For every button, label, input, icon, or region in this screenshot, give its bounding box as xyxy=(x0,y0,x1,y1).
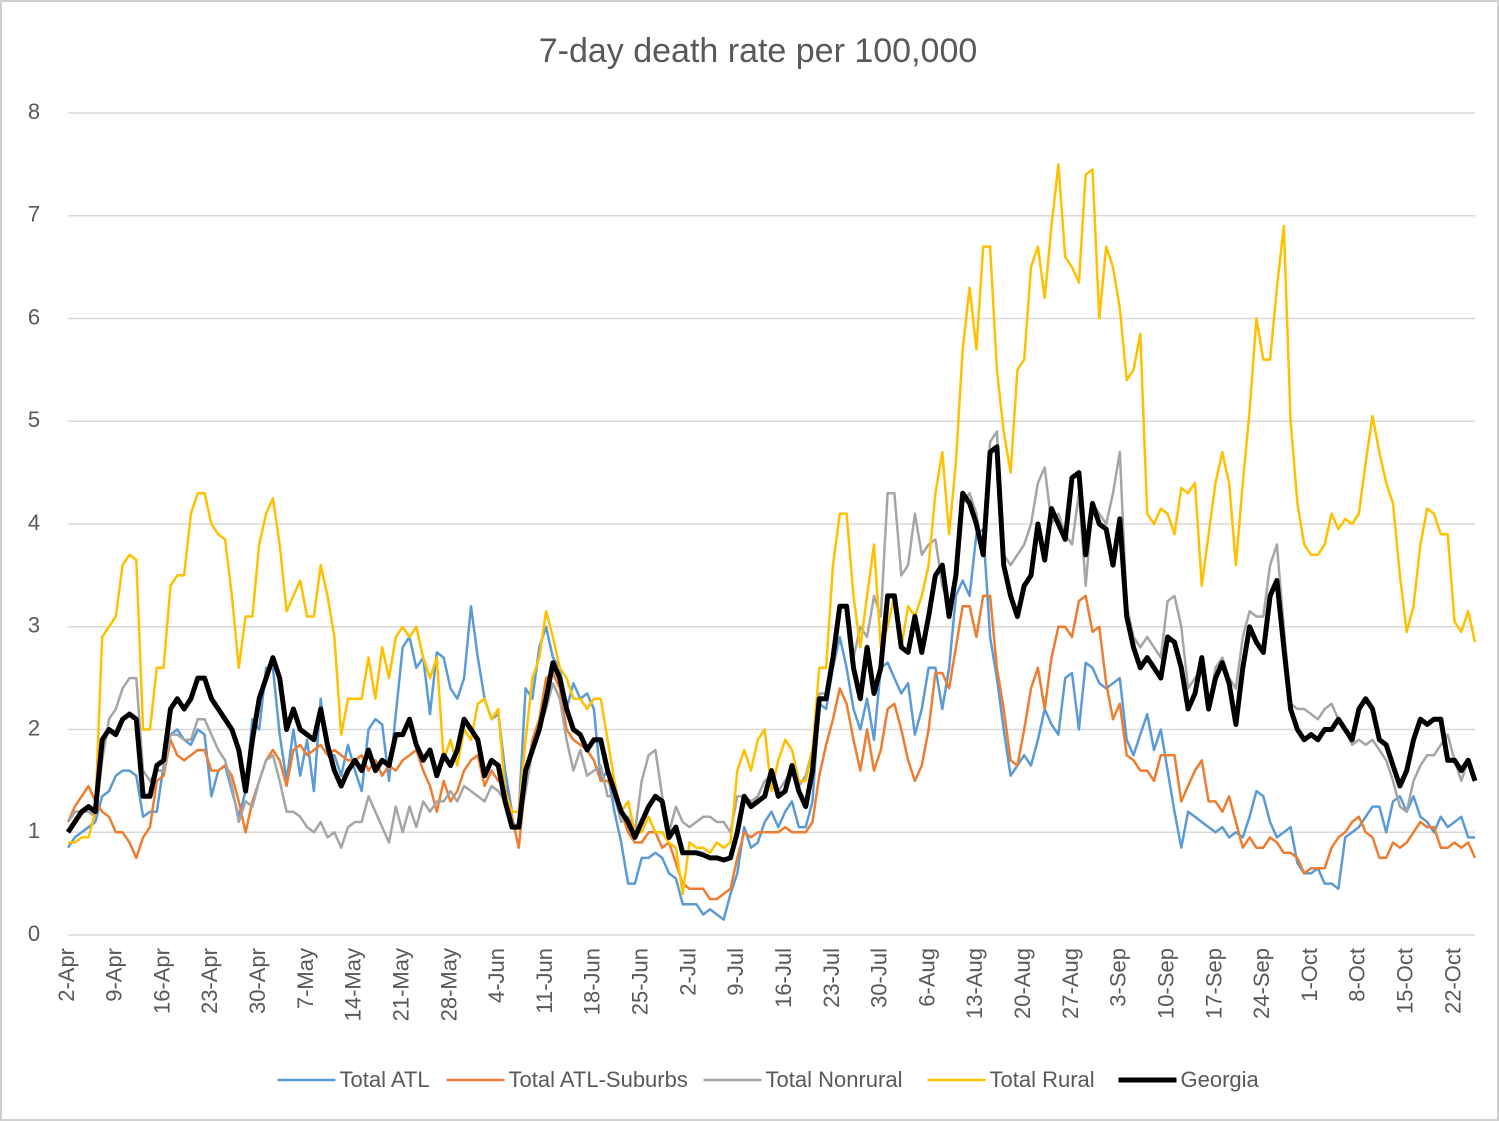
legend-label: Total ATL xyxy=(340,1067,430,1092)
x-tick-label: 23-Apr xyxy=(197,948,222,1014)
x-tick-label: 9-Jul xyxy=(723,948,748,996)
y-tick-label: 4 xyxy=(28,510,40,535)
x-tick-label: 27-Aug xyxy=(1058,948,1083,1019)
legend-label: Total Rural xyxy=(990,1067,1095,1092)
x-tick-label: 18-Jun xyxy=(580,948,605,1015)
series-line xyxy=(68,163,1477,896)
x-tick-label: 15-Oct xyxy=(1393,948,1418,1014)
x-tick-label: 10-Sep xyxy=(1153,948,1178,1019)
x-tick-label: 16-Jul xyxy=(771,948,796,1008)
x-tick-label: 20-Aug xyxy=(1010,948,1035,1019)
y-tick-label: 3 xyxy=(28,613,40,638)
legend-label: Total Nonrural xyxy=(766,1067,903,1092)
x-tick-label: 4-Jun xyxy=(484,948,509,1003)
series-line xyxy=(65,444,1478,863)
chart-title: 7-day death rate per 100,000 xyxy=(539,32,978,70)
x-tick-label: 22-Oct xyxy=(1440,948,1465,1014)
x-tick-label: 9-Apr xyxy=(102,948,127,1002)
y-tick-label: 7 xyxy=(28,202,40,227)
x-tick-label: 6-Aug xyxy=(914,948,939,1007)
y-tick-label: 5 xyxy=(28,407,40,432)
series-line xyxy=(66,594,1477,901)
y-tick-label: 2 xyxy=(28,715,40,740)
x-tick-label: 23-Jul xyxy=(819,948,844,1008)
x-tick-label: 1-Oct xyxy=(1297,948,1322,1002)
x-tick-label: 7-May xyxy=(293,948,318,1009)
x-tick-label: 24-Sep xyxy=(1249,948,1274,1019)
x-tick-label: 13-Aug xyxy=(962,948,987,1019)
y-tick-label: 1 xyxy=(28,818,40,843)
x-tick-label: 28-May xyxy=(436,948,461,1021)
x-tick-label: 16-Apr xyxy=(149,948,174,1014)
legend-label: Georgia xyxy=(1181,1067,1260,1092)
x-tick-label: 21-May xyxy=(388,948,413,1021)
x-tick-label: 30-Jul xyxy=(867,948,892,1008)
x-tick-label: 2-Jul xyxy=(675,948,700,996)
y-tick-label: 8 xyxy=(28,99,40,124)
y-tick-label: 0 xyxy=(28,921,40,946)
x-tick-label: 11-Jun xyxy=(532,948,557,1014)
legend: Total ATL Total ATL-Suburbs Total Nonrural… xyxy=(277,1067,1260,1092)
x-tick-label: 14-May xyxy=(341,948,366,1021)
x-tick-label: 25-Jun xyxy=(628,948,653,1015)
x-tick-label: 8-Oct xyxy=(1345,948,1370,1002)
x-tick-label: 3-Sep xyxy=(1106,948,1131,1007)
y-tick-label: 6 xyxy=(28,304,40,329)
x-tick-label: 2-Apr xyxy=(54,948,79,1002)
legend-label: Total ATL-Suburbs xyxy=(509,1067,688,1092)
x-tick-label: 17-Sep xyxy=(1201,948,1226,1019)
x-tick-label: 30-Apr xyxy=(245,948,270,1014)
